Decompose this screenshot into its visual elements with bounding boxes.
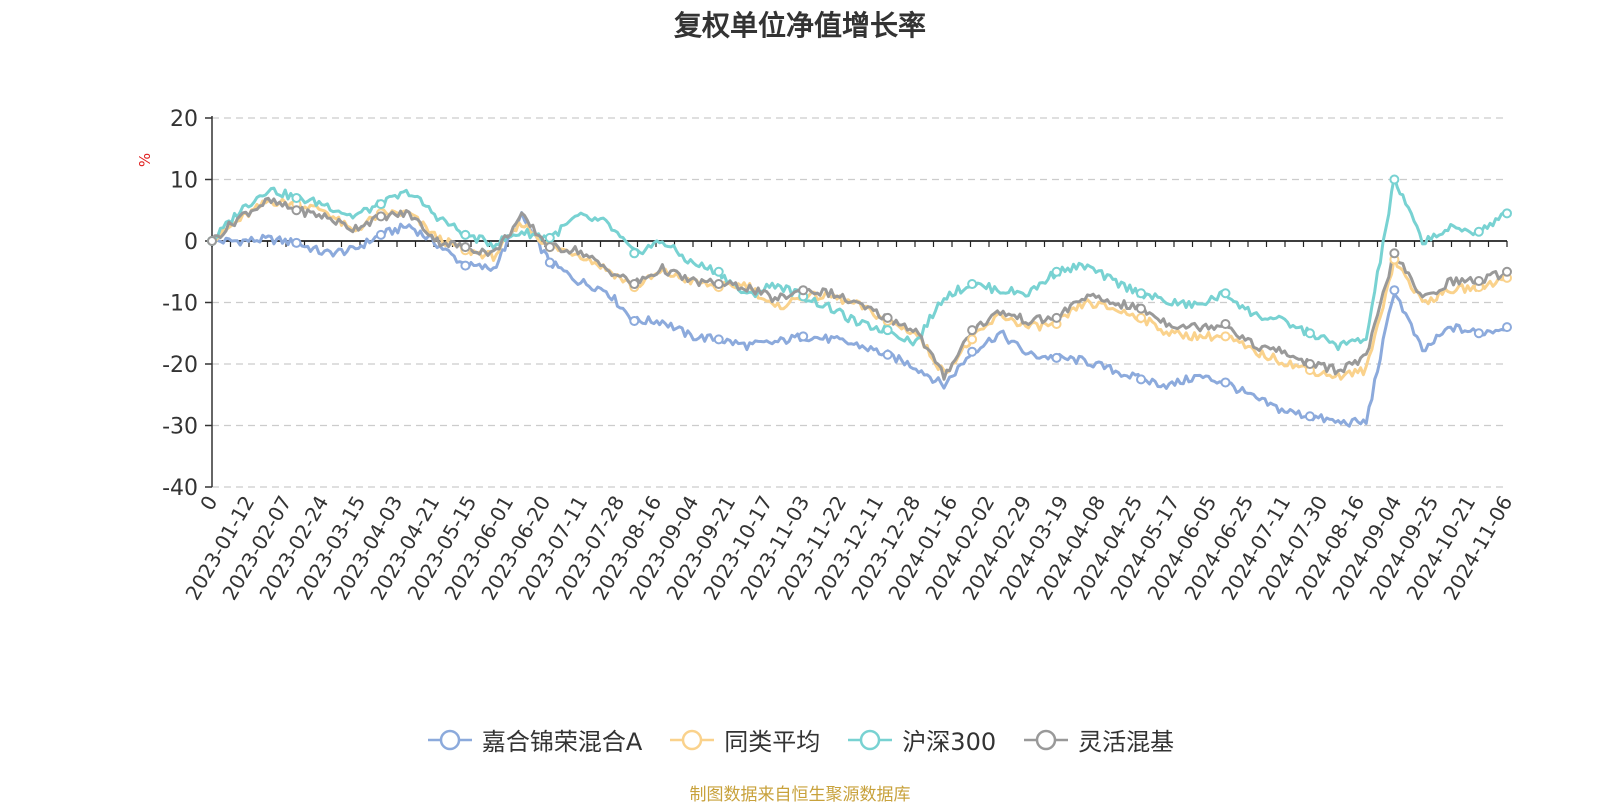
series-marker-1	[1389, 285, 1400, 296]
series-marker-4	[291, 205, 302, 216]
x-tick-label: 0	[195, 492, 222, 515]
series-marker-4	[1304, 359, 1315, 369]
series-marker-1	[882, 349, 893, 360]
series-marker-3	[1051, 266, 1062, 277]
series-marker-1	[1502, 322, 1512, 333]
series-marker-3	[882, 325, 893, 336]
series-marker-1	[1220, 377, 1231, 388]
series-marker-1	[1136, 374, 1147, 385]
series-marker-4	[882, 312, 893, 323]
series-marker-3	[1136, 288, 1147, 299]
series-marker-3	[1304, 328, 1315, 339]
series-marker-1	[629, 315, 640, 326]
series-line-3	[211, 175, 1508, 352]
series-marker-3	[375, 199, 386, 210]
y-tick-label: 10	[170, 169, 198, 194]
series-line-4	[210, 196, 1508, 381]
data-source-note: 制图数据来自恒生聚源数据库	[689, 785, 911, 805]
legend-item-2[interactable]: 同类平均	[668, 722, 820, 757]
legend-item-1[interactable]: 嘉合锦荣混合A	[426, 722, 642, 757]
series-marker-1	[460, 260, 471, 271]
series-marker-4	[1473, 275, 1484, 286]
series-marker-4	[544, 242, 555, 253]
series-marker-1	[1304, 411, 1315, 422]
legend-label: 同类平均	[724, 728, 821, 756]
series-marker-4	[1502, 266, 1512, 277]
series-marker-4	[207, 236, 217, 246]
y-tick-label: -10	[162, 292, 198, 317]
series-marker-4	[1389, 248, 1400, 259]
series-marker-4	[798, 285, 809, 296]
series-marker-4	[1136, 303, 1147, 314]
series-marker-1	[713, 334, 724, 345]
series-marker-4	[713, 279, 724, 290]
series-marker-1	[798, 331, 809, 342]
legend-item-4[interactable]: 灵活混基	[1022, 722, 1174, 757]
series-marker-4	[967, 325, 978, 336]
y-tick-label: 20	[170, 107, 198, 132]
series-marker-3	[460, 229, 471, 240]
series-marker-1	[291, 237, 302, 248]
y-tick-label: -20	[162, 353, 198, 378]
series-marker-3	[544, 232, 555, 243]
series-marker-3	[629, 248, 640, 259]
series-marker-2	[1136, 312, 1147, 323]
series-marker-4	[1220, 319, 1231, 330]
legend-label: 嘉合锦荣混合A	[481, 728, 643, 756]
series-marker-3	[1220, 288, 1231, 299]
series-marker-1	[967, 346, 978, 357]
series-marker-4	[629, 279, 640, 290]
y-axis-unit-label: %	[136, 153, 154, 167]
chart-title: 复权单位净值增长率	[673, 9, 926, 42]
chart-legend: 嘉合锦荣混合A 同类平均 沪深300 灵活混基	[0, 722, 1600, 757]
series-lines	[210, 175, 1509, 428]
series-marker-3	[1502, 208, 1512, 219]
legend-line-circle-icon	[1024, 729, 1069, 750]
series-marker-2	[967, 334, 978, 345]
series-marker-3	[1389, 174, 1400, 185]
series-marker-4	[1051, 312, 1062, 323]
y-tick-label: -30	[162, 415, 198, 440]
series-marker-3	[291, 192, 302, 203]
legend-line-circle-icon	[427, 729, 472, 750]
series-marker-3	[713, 266, 724, 277]
series-marker-4	[375, 211, 386, 222]
axes: 20100-10-20-30-4002023-01-122023-02-0720…	[162, 107, 1517, 604]
y-tick-label: 0	[184, 230, 198, 255]
series-marker-1	[1473, 328, 1484, 339]
series-marker-3	[1473, 226, 1484, 237]
series-marker-2	[1220, 331, 1231, 342]
legend-line-circle-icon	[670, 729, 715, 750]
series-marker-3	[967, 279, 978, 290]
series-marker-1	[375, 229, 386, 240]
series-marker-4	[460, 242, 471, 253]
legend-item-3[interactable]: 沪深300	[846, 722, 996, 757]
y-tick-label: -40	[162, 476, 198, 501]
series-markers	[207, 174, 1512, 422]
legend-label: 灵活混基	[1078, 728, 1175, 756]
legend-label: 沪深300	[902, 728, 997, 756]
series-line-1	[211, 211, 1509, 428]
legend-line-circle-icon	[848, 729, 893, 750]
series-marker-1	[1051, 352, 1062, 363]
series-marker-1	[544, 257, 555, 268]
